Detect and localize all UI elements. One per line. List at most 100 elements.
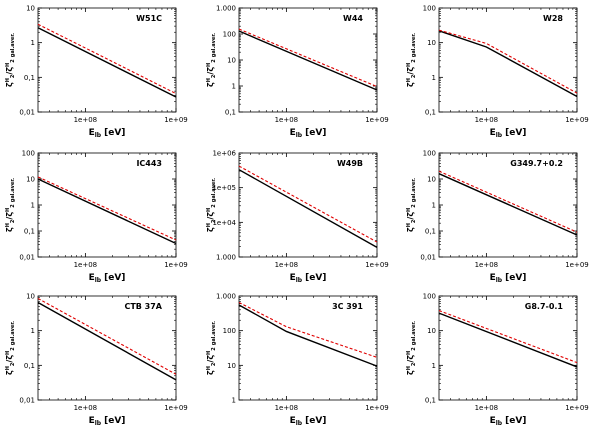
panel-title: CTB 37A (124, 302, 162, 311)
y-tick-label: 100 (423, 293, 436, 301)
panel-2: 1e+08 1e+09 0,1 1 10 100 1.000 W44 Elb [eV] ζH2/ζH… (206, 5, 389, 140)
y-tick-label: 0,1 (24, 362, 35, 370)
y-tick-label: 0,01 (19, 254, 35, 262)
x-tick-label: 1e+08 (74, 261, 98, 269)
y-tick-label: 1 (232, 397, 236, 405)
panel-9: 1e+08 1e+09 0,1 1 10 100 G8.7-0.1 Elb [eV] ζH2/ζH… (406, 293, 589, 428)
x-axis-label: Elb [eV] (490, 128, 527, 139)
y-tick-label: 10 (427, 327, 436, 335)
series-line-dashed (238, 165, 378, 243)
y-tick-label: 100 (22, 150, 35, 158)
series-line-solid (37, 27, 177, 98)
y-tick-label: 10 (227, 362, 236, 370)
x-minor-ticks (250, 153, 374, 257)
y-tick-label: 100 (223, 327, 236, 335)
y-tick-label: 1 (31, 39, 35, 47)
y-tick-label: 1e+04 (212, 219, 236, 227)
y-tick-label: 0,01 (19, 109, 35, 117)
y-minor-ticks (38, 9, 176, 102)
x-tick-label: 1e+09 (365, 261, 389, 269)
x-minor-ticks (49, 153, 173, 257)
y-tick-label: 10 (427, 176, 436, 184)
y-tick-label: 10 (227, 57, 236, 65)
x-tick-label: 1e+08 (275, 404, 299, 412)
x-tick-label: 1e+08 (275, 261, 299, 269)
panel-title: W28 (543, 14, 563, 23)
x-tick-label: 1e+09 (164, 116, 188, 124)
y-tick-label: 1 (432, 202, 436, 210)
panel-title: W44 (343, 14, 363, 23)
x-axis-label: Elb [eV] (290, 416, 327, 427)
series-line-solid (37, 301, 177, 381)
y-tick-label: 0,01 (19, 397, 35, 405)
y-tick-label: 1.000 (216, 5, 236, 13)
y-tick-label: 10 (26, 293, 35, 301)
panel-8: 1e+08 1e+09 1 10 100 1.000 3C 391 Elb [eV] ζH2/ζH… (206, 293, 389, 428)
panel-title: W51C (136, 14, 162, 23)
y-tick-label: 1e+06 (212, 150, 236, 158)
y-tick-label: 100 (423, 150, 436, 158)
plot-frame (238, 152, 378, 258)
x-axis-label: Elb [eV] (490, 273, 527, 284)
x-minor-ticks (450, 296, 574, 400)
series-line-solid (438, 312, 578, 368)
x-minor-ticks (450, 8, 574, 112)
y-axis-label: ζH2/ζH2gal.aver. (5, 321, 16, 375)
x-axis-label: Elb [eV] (490, 416, 527, 427)
y-tick-label: 1 (432, 362, 436, 370)
plot-frame (438, 295, 578, 401)
y-axis-label: ζH2/ζH2gal.aver. (5, 178, 16, 232)
y-minor-ticks (239, 154, 377, 247)
panel-title: W49B (337, 159, 363, 168)
x-tick-label: 1e+09 (164, 261, 188, 269)
panel-title: 3C 391 (332, 302, 363, 311)
plot-frame (37, 152, 177, 258)
series-line-solid (37, 178, 177, 245)
y-tick-label: 1 (31, 202, 35, 210)
series-line-dashed (438, 170, 578, 233)
plot-frame (37, 295, 177, 401)
y-axis-label: ζH2/ζH2gal.aver. (406, 321, 417, 375)
y-minor-ticks (439, 297, 577, 390)
series-line-solid (438, 30, 578, 98)
x-axis-label: Elb [eV] (89, 128, 126, 139)
x-minor-ticks (450, 153, 574, 257)
y-axis-label: ζH2/ζH2gal.aver. (206, 321, 217, 375)
series-line-dashed (37, 176, 177, 241)
y-tick-label: 1e+05 (212, 184, 236, 192)
y-minor-ticks (439, 153, 577, 250)
x-tick-label: 1e+09 (365, 404, 389, 412)
x-tick-label: 1e+09 (365, 116, 389, 124)
y-tick-label: 100 (423, 5, 436, 13)
series-line-dashed (37, 23, 177, 95)
series-line-dashed (438, 29, 578, 94)
y-axis-label: ζH2/ζH2gal.aver. (206, 178, 217, 232)
x-tick-label: 1e+08 (475, 116, 499, 124)
y-tick-label: 0,1 (24, 228, 35, 236)
series-line-dashed (37, 297, 177, 375)
y-tick-label: 0,1 (425, 109, 436, 117)
y-tick-label: 1 (432, 74, 436, 82)
panel-title: G349.7+0.2 (510, 159, 563, 168)
x-tick-label: 1e+09 (565, 116, 589, 124)
series-line-dashed (238, 28, 378, 88)
y-tick-label: 0,1 (425, 397, 436, 405)
y-tick-label: 0,1 (24, 74, 35, 82)
y-tick-label: 1.000 (216, 293, 236, 301)
y-tick-label: 1.000 (216, 254, 236, 262)
y-axis-label: ζH2/ζH2gal.aver. (5, 33, 16, 87)
x-minor-ticks (49, 296, 173, 400)
series-line-solid (238, 304, 378, 367)
series-line-dashed (238, 302, 378, 358)
panel-4: 1e+08 1e+09 0,01 0,1 1 10 100 IC443 Elb [eV] ζH2/ζ… (5, 150, 188, 285)
x-tick-label: 1e+08 (475, 404, 499, 412)
x-tick-label: 1e+08 (74, 404, 98, 412)
series-line-solid (438, 173, 578, 236)
y-tick-label: 0,01 (420, 254, 436, 262)
panel-title: IC443 (136, 159, 162, 168)
plot-frame (238, 295, 378, 401)
x-minor-ticks (250, 296, 374, 400)
x-minor-ticks (49, 8, 173, 112)
x-axis-label: Elb [eV] (290, 128, 327, 139)
